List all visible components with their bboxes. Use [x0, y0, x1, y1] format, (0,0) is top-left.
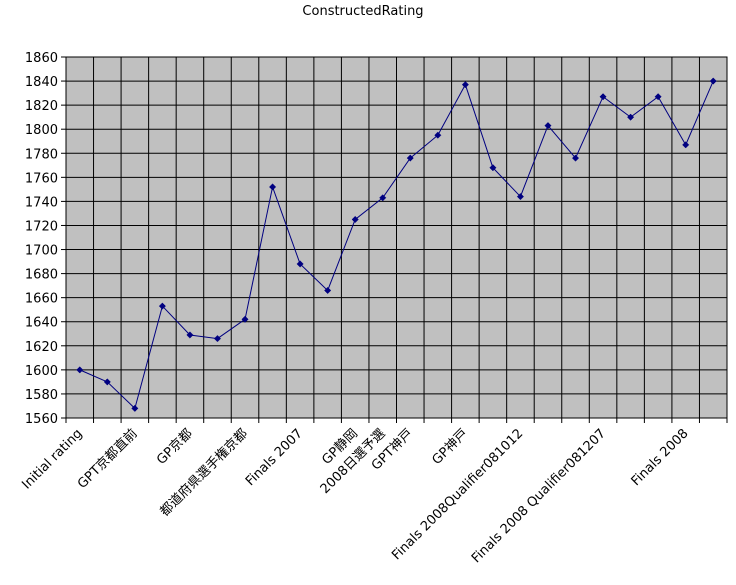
y-tick-label: 1620	[25, 340, 58, 355]
y-tick-label: 1560	[25, 412, 58, 427]
plot-border	[65, 56, 728, 419]
x-tick-label: Finals 2008	[629, 426, 692, 489]
y-tick-label: 1600	[25, 364, 58, 379]
data-point	[682, 141, 690, 149]
y-tick-label: 1860	[25, 51, 58, 66]
data-point	[599, 93, 607, 101]
data-point	[324, 286, 332, 295]
data-point	[654, 93, 662, 101]
data-point	[627, 113, 635, 121]
data-point	[296, 260, 304, 268]
data-point	[103, 378, 111, 386]
data-point	[213, 335, 222, 343]
y-tick-label: 1800	[25, 123, 58, 138]
data-point	[406, 154, 414, 162]
data-point	[709, 77, 717, 85]
y-axis-tick-labels: 1560 1580 1600 1620 1640 1660 1680 1700 1720 1740…	[25, 51, 58, 427]
y-tick-label: 1660	[25, 292, 58, 307]
x-tick-label: GP神戸	[430, 426, 472, 468]
data-point	[379, 194, 387, 202]
y-tick-label: 1760	[25, 171, 58, 186]
y-tick-label: 1820	[25, 99, 58, 114]
data-point	[351, 215, 359, 224]
data-point	[461, 81, 469, 89]
vertical-gridlines	[65, 57, 728, 423]
data-point	[131, 404, 139, 412]
y-tick-label: 1580	[25, 388, 58, 403]
data-point	[434, 131, 442, 139]
data-point	[571, 154, 580, 162]
y-tick-label: 1840	[25, 75, 58, 90]
data-point	[544, 122, 552, 130]
series-markers	[76, 77, 717, 412]
y-tick-label: 1740	[25, 195, 58, 210]
y-tick-label: 1780	[25, 147, 58, 162]
y-tick-label: 1700	[25, 244, 58, 259]
chart-title: ConstructedRating	[302, 4, 424, 19]
series-line	[79, 80, 714, 410]
data-point	[269, 183, 277, 191]
x-tick-label: GP京都	[154, 426, 196, 468]
data-point	[489, 164, 497, 172]
data-point	[158, 302, 166, 310]
y-tick-label: 1680	[25, 268, 58, 283]
y-tick-label: 1640	[25, 316, 58, 331]
data-point	[241, 315, 249, 323]
x-tick-label: Finals 2008 Qualifier081207	[469, 426, 609, 566]
x-tick-label: GPT京都直前	[74, 426, 140, 492]
data-point	[76, 366, 84, 374]
data-point	[516, 193, 524, 201]
y-tick-label: 1720	[25, 219, 58, 234]
x-tick-label: Finals 2007	[243, 426, 306, 489]
data-point	[186, 331, 194, 339]
